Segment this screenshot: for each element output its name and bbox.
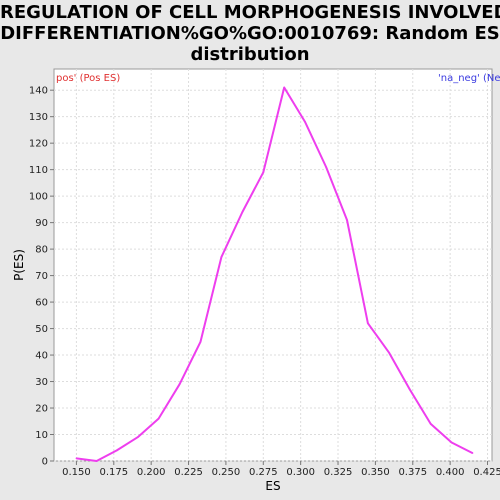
data-point — [199, 341, 202, 343]
x-axis-ticks: 0.150 0.175 0.200 0.225 0.250 0.275 0.300 0.325… — [62, 461, 500, 478]
data-point — [157, 417, 160, 420]
legend-right-label: 'na_neg' (Ne — [438, 73, 500, 84]
data-point — [178, 383, 181, 385]
series-layer — [75, 86, 474, 462]
x-tick-label: 0.350 — [361, 467, 390, 478]
chart-title-line: DIFFERENTIATION%GO%GO:0010769: Random ES — [0, 23, 500, 44]
y-tick-label: 90 — [35, 218, 48, 229]
data-point — [325, 166, 327, 168]
legend-left-label: pos' (Pos ES) — [56, 73, 120, 84]
data-point — [75, 457, 78, 460]
y-tick-label: 110 — [29, 165, 48, 176]
y-axis-title: P(ES) — [12, 249, 26, 281]
data-point — [136, 436, 139, 438]
x-tick-label: 0.250 — [212, 467, 241, 478]
x-tick-label: 0.150 — [62, 467, 91, 478]
x-tick-label: 0.400 — [436, 467, 465, 478]
y-tick-label: 140 — [29, 86, 48, 97]
x-tick-label: 0.275 — [249, 467, 278, 478]
data-point — [408, 388, 411, 391]
data-point — [346, 219, 348, 221]
y-tick-label: 50 — [35, 324, 48, 335]
chart-title-line: distribution — [190, 44, 310, 65]
y-tick-label: 60 — [35, 298, 48, 309]
chart-title-line: REGULATION OF CELL MORPHOGENESIS INVOLVE… — [0, 2, 500, 23]
data-point — [388, 351, 390, 354]
grid-lines — [54, 69, 492, 462]
y-tick-label: 20 — [35, 404, 48, 415]
data-point — [450, 441, 453, 444]
x-tick-label: 0.425 — [473, 467, 500, 478]
x-tick-label: 0.375 — [398, 467, 427, 478]
x-tick-label: 0.200 — [137, 467, 166, 478]
y-tick-label: 120 — [29, 139, 48, 150]
data-point — [367, 322, 369, 325]
y-tick-label: 130 — [29, 112, 48, 123]
chart-title: REGULATION OF CELL MORPHOGENESIS INVOLVE… — [0, 0, 500, 65]
data-point — [262, 171, 265, 174]
data-point — [283, 86, 286, 89]
y-tick-label: 40 — [35, 351, 48, 362]
x-tick-label: 0.300 — [286, 467, 315, 478]
data-point — [429, 423, 432, 425]
y-axis-ticks: 0 10 20 30 40 50 60 70 80 90 100 110 120 130 140 — [29, 86, 54, 468]
data-point — [241, 211, 244, 213]
y-tick-label: 30 — [35, 377, 48, 388]
x-tick-label: 0.175 — [99, 467, 128, 478]
data-point — [220, 256, 223, 258]
plot-area — [53, 68, 493, 462]
y-tick-label: 0 — [42, 457, 48, 468]
data-point — [95, 460, 98, 462]
data-point — [304, 121, 306, 123]
y-tick-label: 10 — [35, 430, 48, 441]
data-point — [471, 452, 474, 454]
data-point — [115, 449, 118, 452]
x-tick-label: 0.225 — [174, 467, 203, 478]
x-axis-title: ES — [265, 479, 280, 493]
x-tick-label: 0.325 — [324, 467, 353, 478]
y-tick-label: 70 — [35, 271, 48, 282]
y-tick-label: 80 — [35, 245, 48, 256]
series-line — [76, 86, 474, 462]
y-tick-label: 100 — [29, 192, 48, 203]
